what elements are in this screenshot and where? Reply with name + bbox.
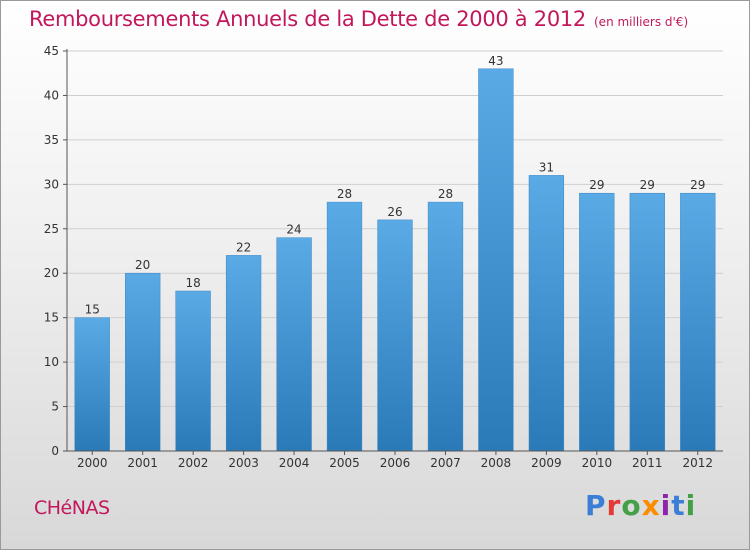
y-tick-label: 25 [44, 222, 59, 236]
x-tick-label: 2000 [77, 456, 108, 470]
x-tick-label: 2005 [329, 456, 360, 470]
logo-letter: i [660, 489, 672, 522]
data-label: 20 [135, 258, 150, 272]
data-label: 18 [186, 276, 201, 290]
bar-2000 [74, 317, 110, 452]
bar-2006 [377, 219, 413, 452]
logo-letter: i [685, 489, 697, 522]
data-label: 26 [387, 205, 402, 219]
data-label: 22 [236, 240, 251, 254]
bar-2010 [579, 192, 615, 452]
y-tick-label: 40 [44, 88, 59, 102]
logo-letter: x [641, 489, 661, 522]
bars [74, 68, 716, 452]
x-tick-label: 2002 [178, 456, 209, 470]
data-label: 28 [438, 187, 453, 201]
data-label: 43 [488, 54, 503, 68]
data-label: 31 [539, 160, 554, 174]
x-tick-label: 2009 [531, 456, 562, 470]
x-tick-label: 2011 [632, 456, 663, 470]
y-tick-label: 0 [51, 444, 59, 458]
x-tick-label: 2010 [582, 456, 613, 470]
data-label: 29 [589, 178, 604, 192]
logo-letter: P [585, 489, 607, 522]
bar-2002 [175, 290, 211, 452]
bar-2004 [276, 237, 312, 452]
x-tick-label: 2006 [380, 456, 411, 470]
bar-2001 [125, 272, 161, 452]
town-name: CHéNAS [34, 497, 110, 519]
logo-letter: r [606, 489, 622, 522]
data-label: 29 [690, 178, 705, 192]
logo-letter: t [671, 489, 686, 522]
proxiti-logo[interactable]: Proxiti [585, 489, 696, 522]
chart-title-text: Remboursements Annuels de la Dette de 20… [29, 7, 586, 31]
bar-2003 [225, 255, 262, 452]
y-tick-label: 35 [44, 133, 59, 147]
y-tick-label: 15 [44, 311, 59, 325]
y-tick-label: 30 [44, 177, 59, 191]
x-tick-label: 2007 [430, 456, 461, 470]
x-tick-label: 2003 [228, 456, 259, 470]
data-label: 28 [337, 187, 352, 201]
x-tick-label: 2008 [481, 456, 512, 470]
x-tick-label: 2004 [279, 456, 310, 470]
x-tick-label: 2012 [682, 456, 713, 470]
x-tick-label: 2001 [127, 456, 158, 470]
y-tick-label: 45 [44, 44, 59, 58]
chart-unit: (en milliers d'€) [594, 15, 689, 29]
data-label: 24 [286, 223, 301, 237]
bar-2005 [326, 201, 363, 452]
bar-2012 [680, 192, 716, 452]
bar-2008 [478, 68, 514, 452]
bar-2007 [427, 201, 464, 452]
y-tick-label: 20 [44, 266, 59, 280]
data-label: 15 [85, 303, 100, 317]
logo-letter: o [621, 489, 642, 522]
axes [63, 49, 723, 455]
data-label: 29 [640, 178, 655, 192]
labels: 0 5 10 15 20 25 30 35 40 45 15 2000 20 2001 18 2002 22 20… [44, 44, 713, 470]
bar-2009 [528, 175, 565, 452]
chart-title: Remboursements Annuels de la Dette de 20… [29, 7, 688, 31]
y-tick-label: 5 [51, 400, 59, 414]
y-tick-label: 10 [44, 355, 59, 369]
bar-2011 [629, 192, 665, 452]
